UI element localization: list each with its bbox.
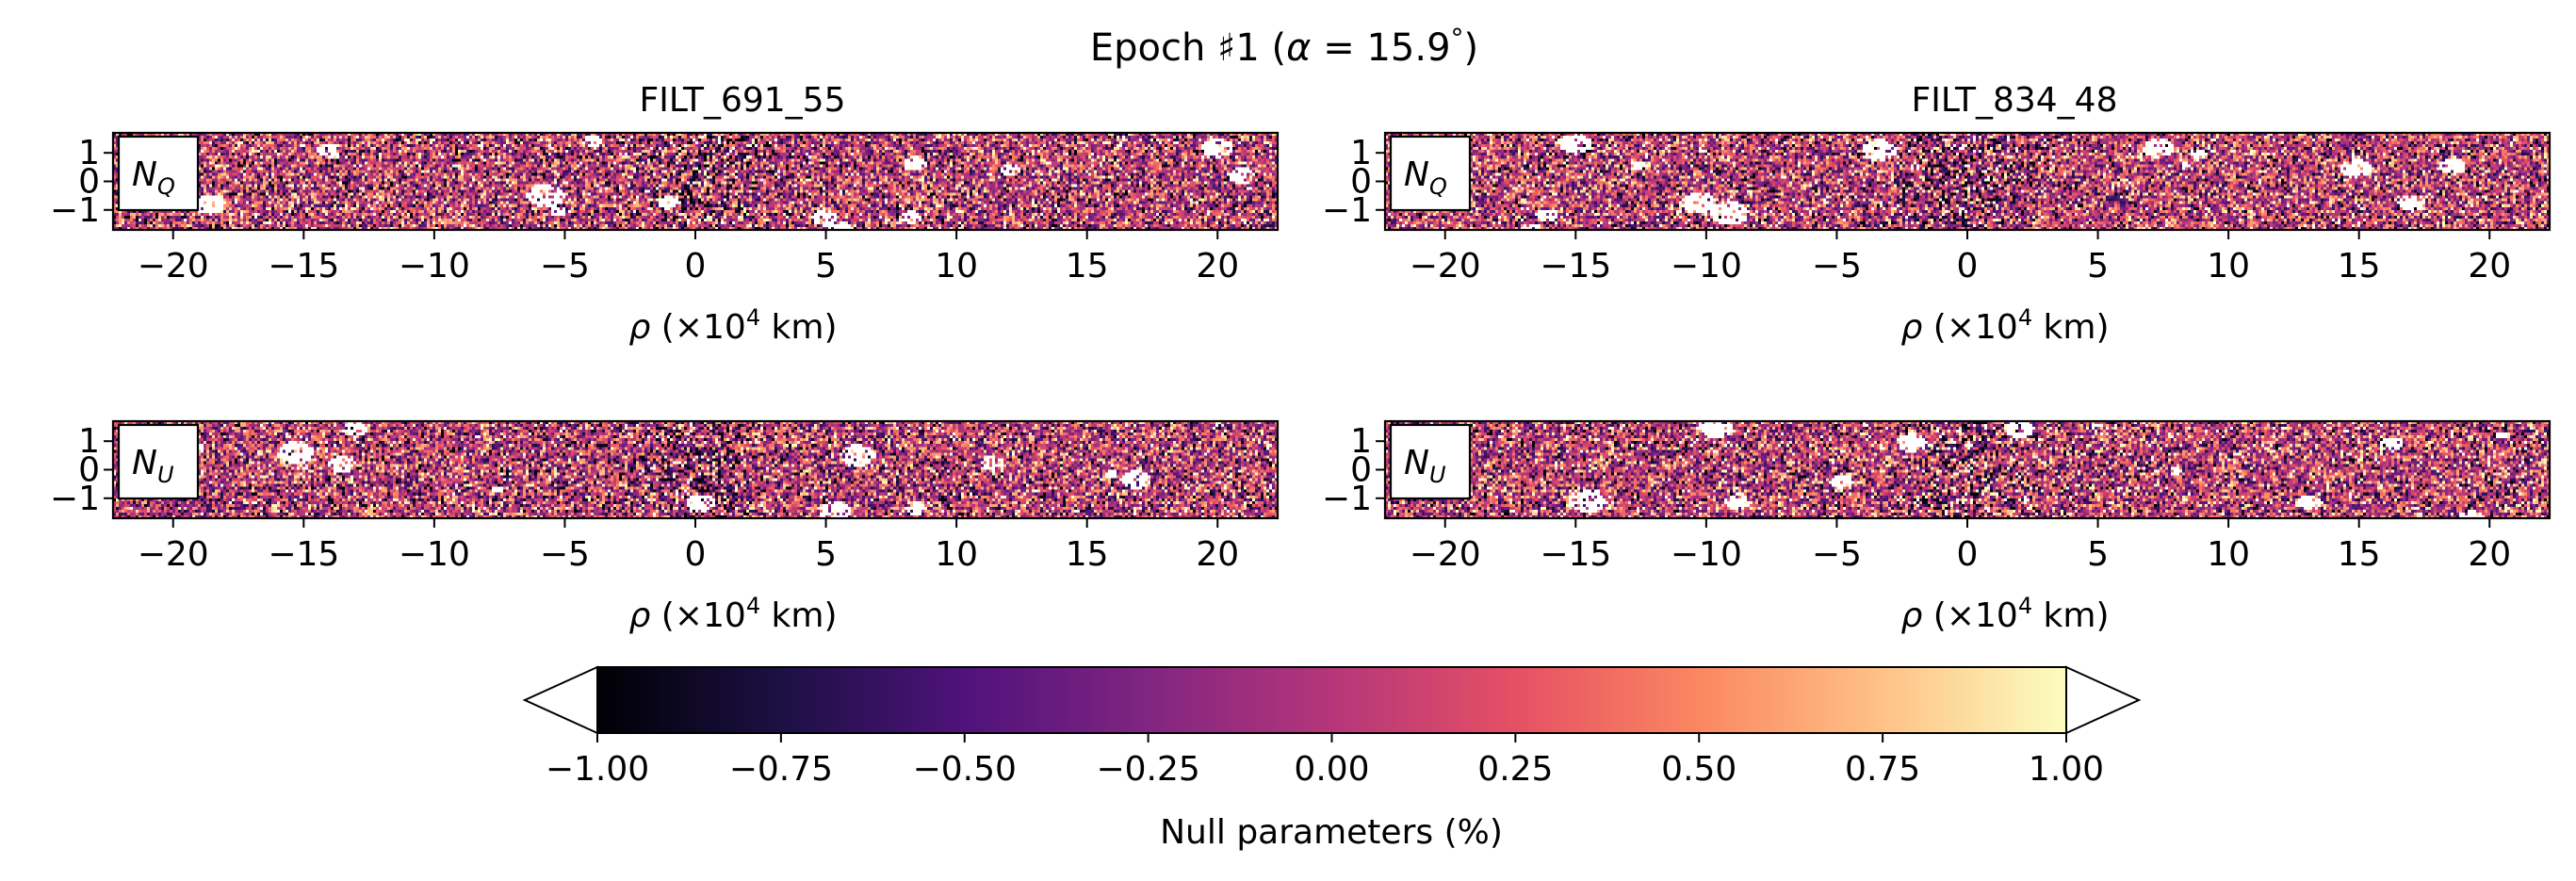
x-tick-label: 5	[815, 247, 837, 286]
row-label-box	[1389, 423, 1472, 500]
x-tick-label: 15	[1066, 535, 1109, 574]
row-label-box	[117, 135, 200, 212]
row-label-box	[117, 423, 200, 500]
x-tick-label: −5	[540, 247, 590, 286]
x-tick-label: 20	[2468, 247, 2511, 286]
x-tick-label: −20	[138, 535, 209, 574]
colorbar-tick-label: −0.75	[729, 750, 833, 789]
heatmap-image	[1385, 133, 2550, 230]
colorbar: −1.00 −0.75 −0.50 −0.25 0.00 0.25 0.50 0.75 1.00…	[522, 665, 2142, 852]
y-tick-label: 0	[1350, 451, 1372, 490]
column-title-filt-691: FILT_691_55	[640, 81, 846, 120]
x-axis-label: ρ (×104 km)	[1900, 593, 2109, 635]
heatmap-image	[113, 133, 1278, 230]
x-tick-label: −15	[268, 247, 339, 286]
x-tick-label: −20	[1410, 535, 1481, 574]
x-tick-label: 10	[935, 247, 978, 286]
x-tick-label: 20	[1196, 247, 1239, 286]
y-tick-label: 0	[78, 451, 100, 490]
x-tick-label: 10	[2207, 535, 2250, 574]
colorbar-label: Null parameters (%)	[1160, 813, 1503, 852]
x-tick-label: 0	[685, 247, 707, 286]
colorbar-tick-label: 0.00	[1294, 750, 1369, 789]
x-tick-label: 5	[2087, 247, 2109, 286]
y-tick-label: −1	[1322, 191, 1372, 230]
y-tick-label: 1	[78, 422, 100, 461]
colorbar-tick-label: 0.75	[1845, 750, 1920, 789]
x-tick-label: 10	[2207, 247, 2250, 286]
colorbar-tick-label: 0.25	[1477, 750, 1553, 789]
colorbar-extend-low	[522, 665, 598, 735]
x-tick-label: −10	[1671, 535, 1742, 574]
row-label: NU	[132, 444, 174, 488]
x-tick-label: 15	[1066, 247, 1109, 286]
x-tick-label: −15	[1540, 247, 1611, 286]
row-label-box	[1389, 135, 1472, 212]
y-tick-label: 1	[1350, 134, 1372, 172]
y-tick-label: 1	[78, 134, 100, 172]
x-axis-label: ρ (×104 km)	[1900, 304, 2109, 347]
colorbar-tick-label: 0.50	[1661, 750, 1736, 789]
x-tick-label: 5	[815, 535, 837, 574]
y-tick-label: 0	[1350, 163, 1372, 202]
y-tick-label: −1	[50, 480, 100, 518]
x-tick-label: −10	[399, 247, 470, 286]
x-tick-label: 15	[2338, 247, 2381, 286]
x-tick-label: 0	[685, 535, 707, 574]
x-tick-label: 5	[2087, 535, 2109, 574]
colorbar-tick-label: −1.00	[546, 750, 649, 789]
x-tick-label: 15	[2338, 535, 2381, 574]
x-tick-label: −5	[1812, 535, 1862, 574]
row-label: NQ	[132, 155, 175, 200]
x-tick-label: 10	[935, 535, 978, 574]
colorbar-tick-label: −0.50	[913, 750, 1017, 789]
heatmap-image	[1385, 421, 2550, 518]
y-tick-label: −1	[1322, 480, 1372, 518]
colorbar-extend-high	[2065, 665, 2142, 735]
y-tick-label: 0	[78, 163, 100, 202]
x-tick-label: −10	[1671, 247, 1742, 286]
colorbar-tick-label: 1.00	[2029, 750, 2104, 789]
x-tick-label: −5	[540, 535, 590, 574]
x-tick-label: −20	[138, 247, 209, 286]
x-tick-label: −15	[1540, 535, 1611, 574]
row-label: NU	[1404, 444, 1446, 488]
x-tick-label: 20	[2468, 535, 2511, 574]
x-tick-label: −20	[1410, 247, 1481, 286]
y-tick-label: −1	[50, 191, 100, 230]
x-tick-label: 0	[1957, 247, 1979, 286]
x-tick-label: −15	[268, 535, 339, 574]
x-tick-label: 20	[1196, 535, 1239, 574]
row-label: NQ	[1404, 155, 1447, 200]
colorbar-tick-label: −0.25	[1096, 750, 1199, 789]
x-tick-label: −10	[399, 535, 470, 574]
x-tick-label: −5	[1812, 247, 1862, 286]
x-tick-label: 0	[1957, 535, 1979, 574]
x-axis-label: ρ (×104 km)	[628, 593, 837, 635]
heatmap-image	[113, 421, 1278, 518]
x-axis-label: ρ (×104 km)	[628, 304, 837, 347]
column-title-filt-834: FILT_834_48	[1912, 81, 2118, 120]
colorbar-gradient	[596, 666, 2067, 734]
colorbar-ticks: −1.00 −0.75 −0.50 −0.25 0.00 0.25 0.50 0.75 1.00	[546, 733, 2104, 789]
y-tick-label: 1	[1350, 422, 1372, 461]
figure-title: Epoch ♯1 (α = 15.9°)	[1090, 23, 1478, 70]
